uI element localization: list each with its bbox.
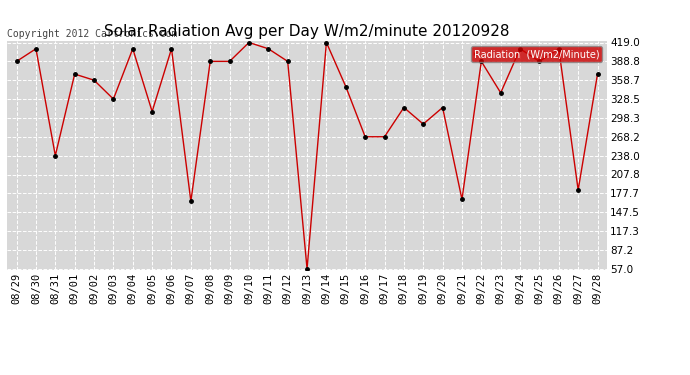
Legend: Radiation  (W/m2/Minute): Radiation (W/m2/Minute)	[471, 46, 602, 62]
Text: Copyright 2012 Cartronics.com: Copyright 2012 Cartronics.com	[7, 29, 177, 39]
Title: Solar Radiation Avg per Day W/m2/minute 20120928: Solar Radiation Avg per Day W/m2/minute …	[104, 24, 510, 39]
